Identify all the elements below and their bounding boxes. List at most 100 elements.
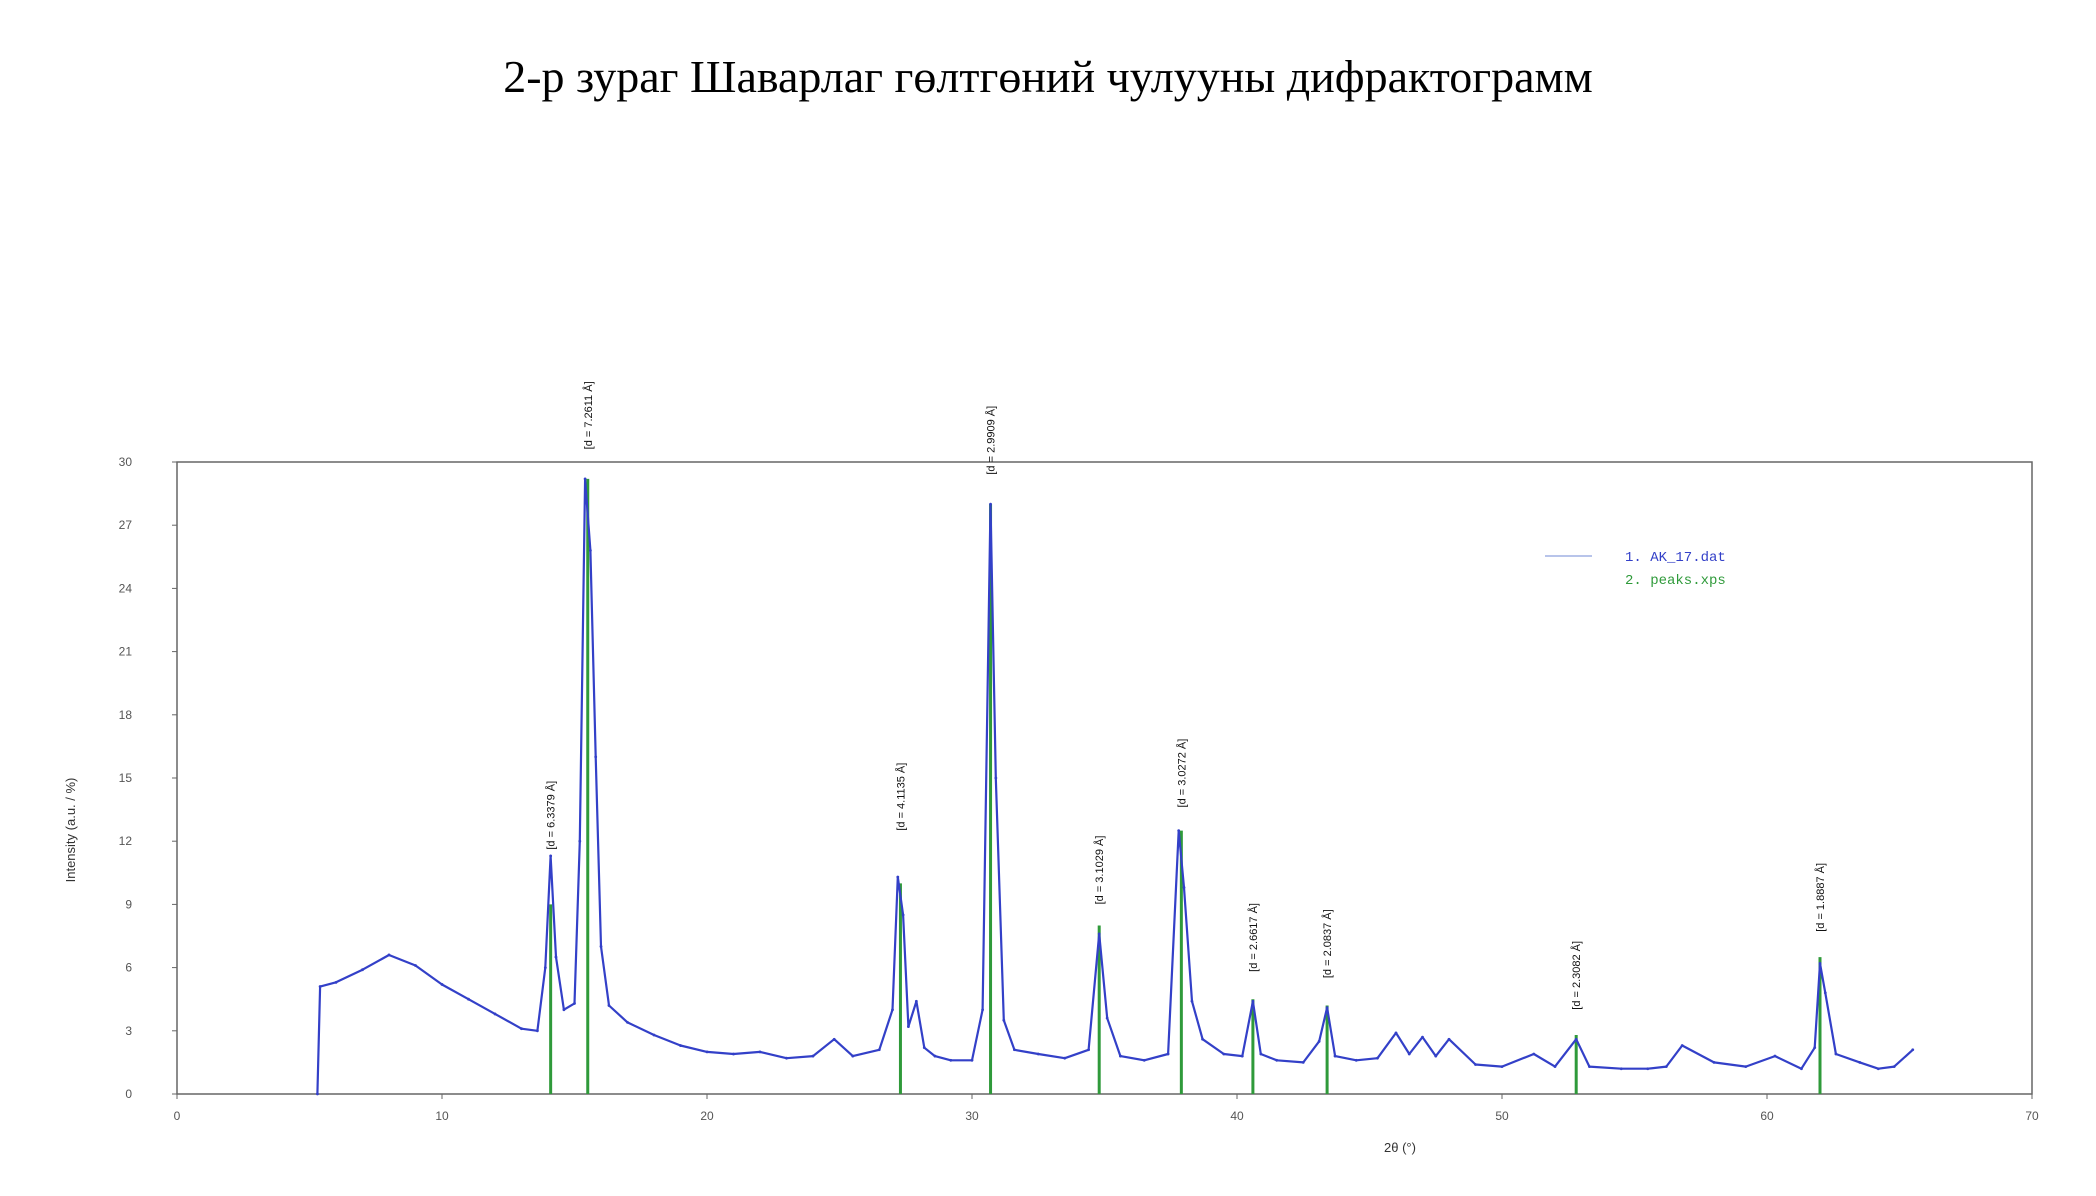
data-point (1407, 1052, 1411, 1056)
data-point (896, 875, 900, 879)
x-tick-label: 70 (2025, 1109, 2039, 1123)
series-lines (316, 477, 1915, 1096)
data-point (970, 1058, 974, 1062)
data-point (1500, 1065, 1504, 1069)
data-point (994, 776, 998, 780)
data-point (562, 1008, 566, 1012)
data-point (543, 966, 547, 969)
x-tick-label: 50 (1495, 1109, 1509, 1123)
data-point (1823, 991, 1827, 995)
page-title: 2-р зураг Шаварлаг гөлтгөний чулууны диф… (503, 51, 1593, 102)
data-point (1421, 1035, 1424, 1039)
data-point (1744, 1065, 1748, 1069)
y-tick-label: 6 (125, 961, 132, 975)
y-axis: 0 3 6 9 12 15 18 21 24 27 30 (119, 455, 177, 1101)
y-tick-label: 24 (119, 581, 133, 595)
data-point (583, 477, 587, 481)
legend-label-series-2: 2. peaks.xps (1625, 573, 1726, 589)
data-point (1892, 1065, 1896, 1069)
data-point (1680, 1044, 1684, 1047)
peak-d-spacing-label: [d = 2.9909 Å] (985, 406, 998, 475)
data-point (1087, 1048, 1090, 1052)
data-point (1646, 1067, 1650, 1071)
y-tick-label: 18 (119, 708, 133, 722)
data-point (334, 980, 338, 984)
data-point (1259, 1052, 1263, 1056)
y-tick-label: 15 (119, 771, 133, 785)
data-point (1301, 1061, 1305, 1064)
peak-d-spacing-label: [d = 3.0272 Å] (1175, 739, 1188, 808)
data-point (1553, 1065, 1557, 1069)
x-axis: 0 10 20 30 40 50 60 70 (174, 1094, 2039, 1123)
data-point (1002, 1018, 1006, 1022)
data-point (1664, 1065, 1668, 1069)
data-point (607, 1004, 611, 1007)
data-point (1182, 886, 1186, 889)
data-point (1376, 1056, 1379, 1060)
data-point (1447, 1037, 1451, 1041)
data-point (520, 1027, 523, 1031)
data-point (536, 1029, 539, 1033)
peak-d-spacing-label: [d = 3.1029 Å] (1093, 836, 1106, 905)
data-point (1876, 1067, 1880, 1071)
x-axis-label: 2θ (°) (1384, 1140, 1416, 1155)
x-tick-label: 30 (965, 1109, 979, 1123)
data-point (594, 755, 598, 759)
data-point (1712, 1061, 1716, 1064)
data-point (1177, 829, 1181, 833)
data-point (901, 913, 905, 917)
data-point (1474, 1063, 1477, 1066)
data-point (1588, 1065, 1591, 1069)
y-tick-label: 30 (119, 455, 133, 469)
data-point (851, 1054, 855, 1058)
data-point (1166, 1052, 1170, 1056)
x-tick-label: 60 (1760, 1109, 1774, 1123)
data-point (626, 1020, 629, 1024)
data-point (549, 854, 553, 858)
data-point (1142, 1058, 1146, 1062)
legend-label-series-1: 1. AK_17.dat (1625, 550, 1726, 566)
data-point (1251, 999, 1255, 1003)
peak-d-spacing-label: [d = 2.0837 Å] (1321, 909, 1334, 978)
data-point (1240, 1054, 1244, 1058)
reference-peaks (549, 478, 1822, 1094)
x-tick-label: 20 (700, 1109, 714, 1123)
data-point (1097, 932, 1101, 936)
data-point (387, 953, 391, 957)
data-point (1434, 1054, 1438, 1058)
data-point (907, 1025, 910, 1028)
x-tick-label: 10 (435, 1109, 449, 1123)
data-point (1818, 961, 1822, 965)
data-point (949, 1058, 953, 1062)
data-point (1190, 999, 1194, 1003)
legend: 1. AK_17.dat 2. peaks.xps (1545, 550, 1726, 589)
data-point (891, 1008, 894, 1012)
y-tick-label: 21 (119, 645, 133, 659)
data-point (1773, 1054, 1777, 1058)
data-point (573, 1002, 576, 1005)
data-point (1333, 1054, 1337, 1058)
data-point (1574, 1037, 1578, 1041)
data-point (1800, 1067, 1803, 1071)
data-point (1201, 1037, 1204, 1041)
y-tick-label: 27 (119, 518, 133, 532)
data-point (981, 1008, 984, 1012)
data-point (1619, 1067, 1623, 1071)
peak-d-spacing-label: [d = 7.2611 Å] (582, 381, 595, 449)
y-tick-label: 9 (125, 897, 132, 911)
data-point (316, 1092, 319, 1096)
data-point (914, 999, 918, 1003)
data-point (652, 1033, 656, 1037)
data-point (1911, 1048, 1915, 1052)
data-point (578, 839, 582, 843)
data-point (989, 502, 992, 506)
peak-d-spacing-label: [d = 2.3082 Å] (1570, 941, 1583, 1010)
data-point (1834, 1052, 1838, 1056)
data-point (361, 968, 364, 972)
data-point (1222, 1052, 1226, 1056)
data-point (832, 1037, 836, 1041)
data-point (877, 1048, 881, 1052)
data-point (1013, 1048, 1016, 1052)
data-point (493, 1012, 497, 1016)
